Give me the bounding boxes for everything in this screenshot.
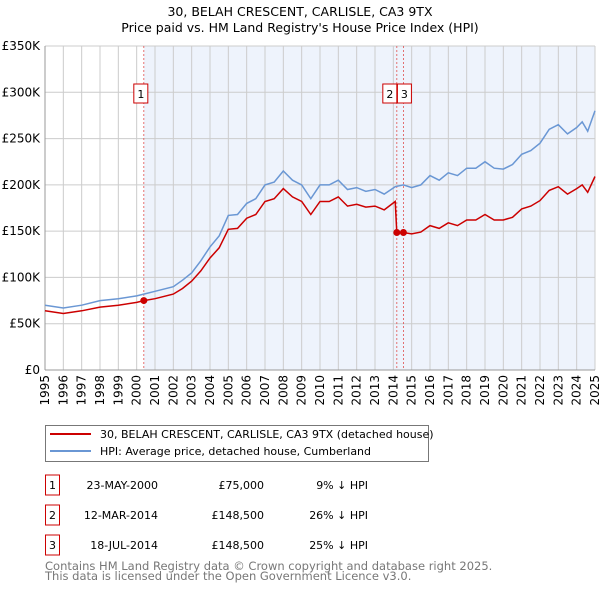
x-tick-label: 2018 [460,375,474,406]
x-tick-label: 2006 [240,375,254,406]
footer-line-1: Contains HM Land Registry data © Crown c… [45,559,492,573]
y-tick-label: £50K [9,317,41,331]
x-tick-label: 2007 [258,375,272,406]
sale-marker-box [382,83,398,104]
x-tick-label: 2004 [203,375,217,406]
x-tick-label: 2001 [148,375,162,406]
sale-number: 3 [49,539,56,552]
sale-number-box [45,474,60,496]
x-tick-label: 2003 [185,375,199,406]
x-tick-label: 1999 [111,375,125,406]
x-tick-label: 2010 [313,375,327,406]
x-tick-label: 2011 [331,375,345,406]
sale-date: 18-JUL-2014 [90,539,158,552]
property-price-line [44,176,596,315]
y-tick-label: £0 [25,363,40,377]
chart-subtitle: Price paid vs. HM Land Registry's House … [121,20,478,35]
x-tick-label: 2009 [295,375,309,406]
sale-marker-label: 1 [137,88,144,101]
sale-marker-box [396,83,412,104]
x-tick-label: 2023 [551,375,565,406]
sale-marker-label: 2 [386,88,393,101]
x-tick-label: 2022 [533,375,547,406]
y-tick-label: £350K [2,39,42,53]
hpi-line [44,110,596,309]
x-tick-label: 2000 [130,375,144,406]
legend-box [45,425,429,462]
x-tick-label: 2002 [166,375,180,406]
plot-area: 1995 1996 1997 1998 1999 2000 2001 2002 2003 2004… [2,39,600,406]
sale-point [140,297,148,305]
x-tick-label: 2012 [350,375,364,406]
x-tick-label: 2014 [386,375,400,406]
x-tick-label: 2013 [368,375,382,406]
footer-line-2: This data is licensed under the Open Gov… [44,569,411,583]
y-tick-label: £150K [2,224,42,238]
sale-number: 2 [49,509,56,522]
sale-date: 23-MAY-2000 [86,479,158,492]
x-tick-label: 2017 [441,375,455,406]
sale-hpi-diff: 9% ↓ HPI [316,479,368,492]
chart-title: 30, BELAH CRESCENT, CARLISLE, CA3 9TX [167,4,432,19]
x-tick-label: 1996 [56,375,70,406]
x-tick-label: 2020 [496,375,510,406]
sale-number-box [45,534,60,556]
y-tick-label: £250K [2,132,42,146]
sale-point [393,229,401,237]
x-tick-label: 2019 [478,375,492,406]
sale-price: £75,000 [219,479,265,492]
sale-marker-box [133,83,149,104]
x-tick-label: 2024 [570,375,584,406]
sale-marker-label: 3 [401,88,408,101]
sale-point [399,229,407,237]
sale-price: £148,500 [212,539,265,552]
x-tick-label: 2015 [405,375,419,406]
sale-price: £148,500 [212,509,265,522]
x-tick-label: 2005 [221,375,235,406]
sale-number-box [45,504,60,526]
sale-hpi-diff: 26% ↓ HPI [309,509,368,522]
x-tick-label: 1995 [38,375,52,406]
sale-number: 1 [49,479,56,492]
sale-date: 12-MAR-2014 [84,509,158,522]
x-tick-label: 1998 [93,375,107,406]
y-tick-label: £100K [2,270,42,284]
x-tick-label: 2008 [276,375,290,406]
x-tick-label: 2016 [423,375,437,406]
sales-table: 1 23-MAY-2000 £75,000 9% ↓ HPI 2 12-MAR-2014 £… [45,474,368,556]
sale-hpi-diff: 25% ↓ HPI [309,539,368,552]
y-tick-label: £200K [2,178,42,192]
x-tick-label: 1997 [75,375,89,406]
x-tick-label: 2021 [515,375,529,406]
y-tick-label: £300K [2,85,42,99]
shaded-region [143,46,596,370]
legend: 30, BELAH CRESCENT, CARLISLE, CA3 9TX (d… [45,425,434,462]
legend-label-hpi: HPI: Average price, detached house, Cumb… [100,445,371,458]
x-tick-label: 2025 [588,375,600,406]
legend-label-property: 30, BELAH CRESCENT, CARLISLE, CA3 9TX (d… [100,428,434,441]
